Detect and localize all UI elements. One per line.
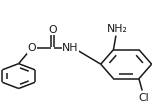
Text: NH: NH [62,44,79,54]
Text: O: O [27,44,36,54]
Text: O: O [48,25,57,35]
Text: NH₂: NH₂ [107,24,128,34]
Text: Cl: Cl [139,93,149,103]
